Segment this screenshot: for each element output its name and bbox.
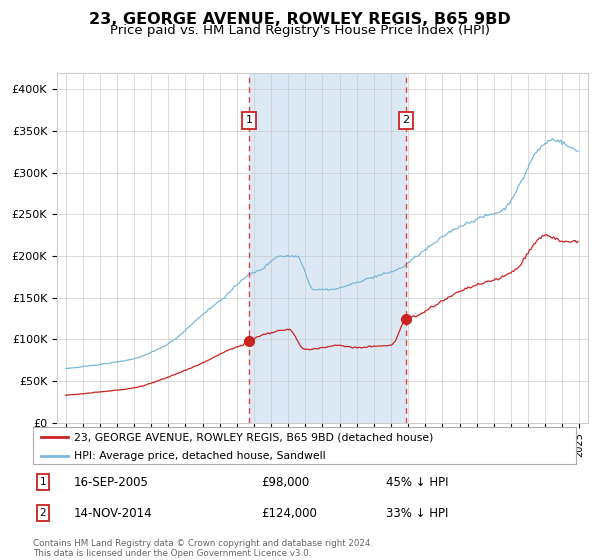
Text: 23, GEORGE AVENUE, ROWLEY REGIS, B65 9BD (detached house): 23, GEORGE AVENUE, ROWLEY REGIS, B65 9BD… [74,432,433,442]
FancyBboxPatch shape [33,427,576,464]
Text: HPI: Average price, detached house, Sandwell: HPI: Average price, detached house, Sand… [74,451,325,461]
Text: Price paid vs. HM Land Registry's House Price Index (HPI): Price paid vs. HM Land Registry's House … [110,24,490,36]
Text: 1: 1 [245,115,253,125]
Text: Contains HM Land Registry data © Crown copyright and database right 2024.
This d: Contains HM Land Registry data © Crown c… [33,539,373,558]
Text: £124,000: £124,000 [261,507,317,520]
Text: 23, GEORGE AVENUE, ROWLEY REGIS, B65 9BD: 23, GEORGE AVENUE, ROWLEY REGIS, B65 9BD [89,12,511,27]
Text: 1: 1 [40,477,46,487]
Text: 45% ↓ HPI: 45% ↓ HPI [386,476,448,489]
Text: 2: 2 [403,115,409,125]
Text: 33% ↓ HPI: 33% ↓ HPI [386,507,448,520]
Bar [249,73,406,423]
Text: 2: 2 [40,508,46,519]
Text: £98,000: £98,000 [261,476,310,489]
Text: 14-NOV-2014: 14-NOV-2014 [74,507,152,520]
Text: 16-SEP-2005: 16-SEP-2005 [74,476,149,489]
